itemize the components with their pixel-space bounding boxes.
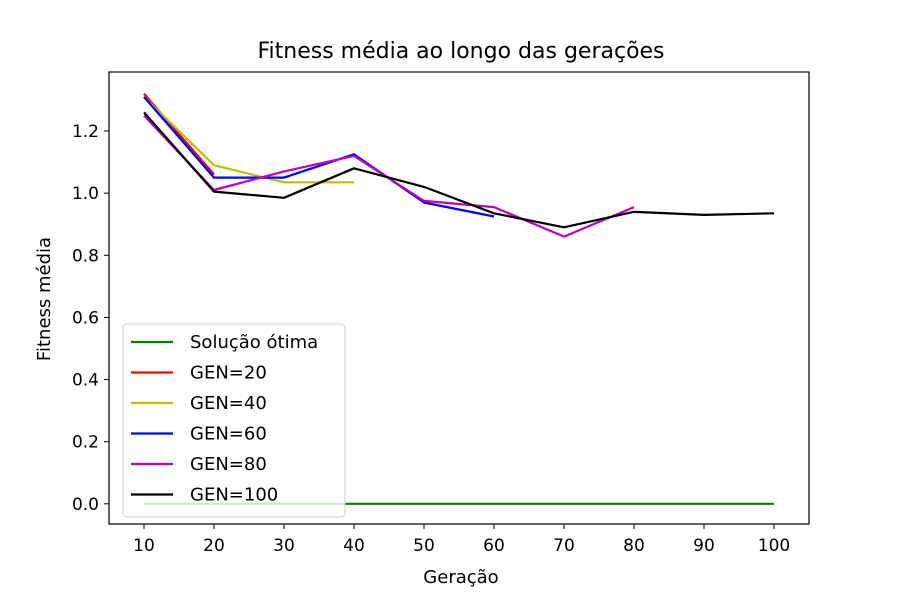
x-tick-label: 40 xyxy=(343,536,365,556)
x-tick-label: 20 xyxy=(203,536,225,556)
y-tick-label: 0.8 xyxy=(72,246,99,266)
axes-frame xyxy=(108,71,810,525)
plot-area xyxy=(108,71,810,525)
y-axis-label: Fitness média xyxy=(34,237,55,361)
legend-box xyxy=(122,323,346,518)
y-tick-label: 1.2 xyxy=(72,122,99,142)
x-tick-label: 50 xyxy=(413,536,435,556)
x-tick-label: 70 xyxy=(553,536,575,556)
series-line-3 xyxy=(143,96,495,218)
y-tick-label: 0.6 xyxy=(72,308,99,328)
series-line-2 xyxy=(143,96,354,184)
x-axis-label: Geração xyxy=(423,567,498,588)
y-tick-label: 0.4 xyxy=(72,371,99,391)
legend-label-5: GEN=100 xyxy=(190,485,278,506)
x-tick-label: 100 xyxy=(758,536,790,556)
legend-label-4: GEN=80 xyxy=(190,454,267,475)
y-tick-label: 1.0 xyxy=(72,184,99,204)
legend-label-2: GEN=40 xyxy=(190,393,267,414)
chart-title: Fitness média ao longo das gerações xyxy=(257,39,664,64)
legend-label-1: GEN=20 xyxy=(190,363,267,384)
y-axis-ticks: 0.0 0.2 0.4 0.6 0.8 1.0 1.2 xyxy=(72,122,109,515)
legend: Solução ótima GEN=20 GEN=40 GEN=60 GEN=80 GEN… xyxy=(122,323,346,518)
y-tick-label: 0.2 xyxy=(72,433,99,453)
x-tick-label: 30 xyxy=(273,536,295,556)
series-line-5 xyxy=(143,111,775,229)
y-tick-label: 0.0 xyxy=(72,495,99,515)
x-tick-label: 10 xyxy=(133,536,155,556)
x-tick-label: 60 xyxy=(483,536,505,556)
series-line-4 xyxy=(143,114,635,238)
legend-label-3: GEN=60 xyxy=(190,424,267,445)
x-axis-ticks: 10 20 30 40 50 60 70 80 90 100 xyxy=(133,524,790,556)
x-tick-label: 80 xyxy=(623,536,645,556)
x-tick-label: 90 xyxy=(693,536,715,556)
legend-label-0: Solução ótima xyxy=(190,332,318,353)
